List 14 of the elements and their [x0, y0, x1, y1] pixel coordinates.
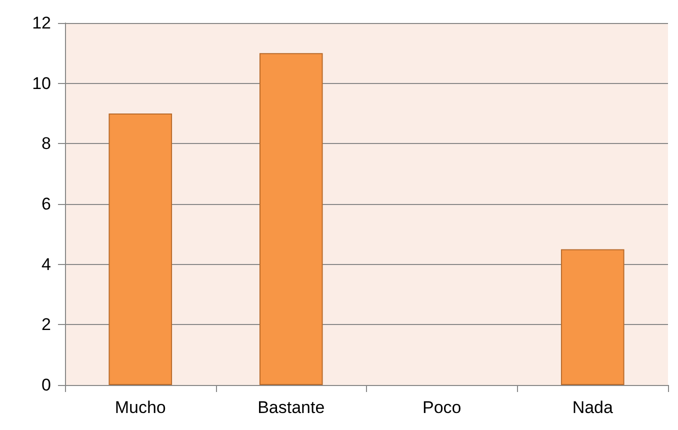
- y-tick-label: 2: [42, 315, 51, 334]
- x-tick-label: Mucho: [114, 398, 166, 417]
- y-tick-label: 10: [32, 74, 51, 93]
- y-tick-label: 8: [42, 134, 51, 154]
- y-tick-label: 0: [42, 376, 51, 394]
- y-tick-label: 12: [32, 14, 51, 32]
- bar: [259, 53, 323, 385]
- bar: [560, 249, 624, 385]
- x-tick-label: Poco: [422, 398, 462, 417]
- y-tick-label: 4: [42, 254, 51, 274]
- bar: [108, 114, 172, 385]
- y-tick-label: 6: [42, 194, 51, 214]
- x-tick-label: Nada: [572, 398, 614, 417]
- x-tick-label: Bastante: [258, 398, 325, 417]
